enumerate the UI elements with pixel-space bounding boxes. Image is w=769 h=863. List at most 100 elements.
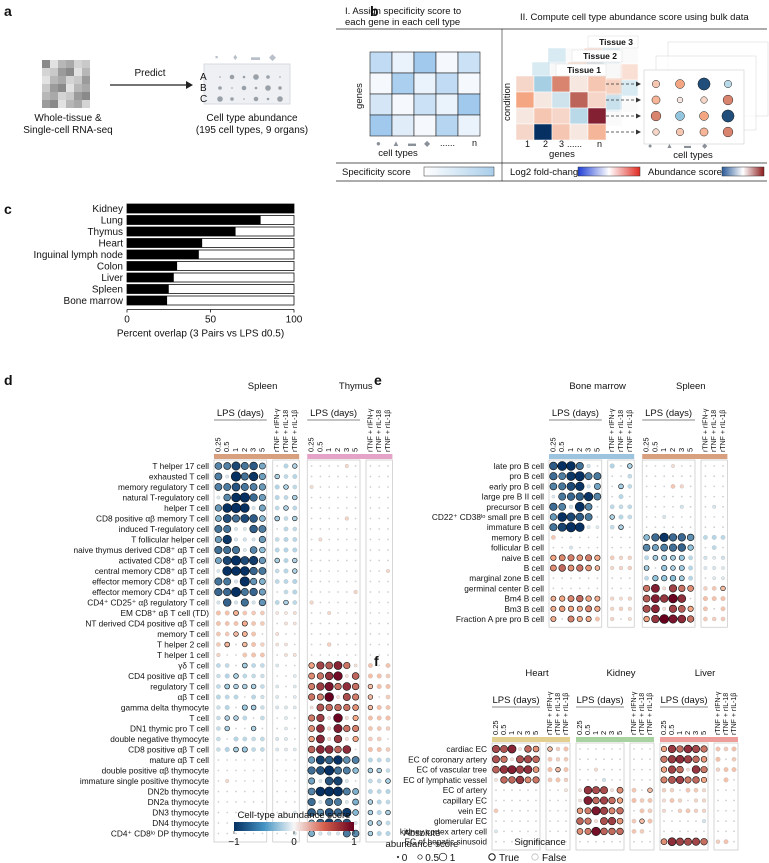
dot <box>274 579 280 584</box>
gene-tick: 3 <box>559 139 564 149</box>
dot <box>668 604 678 613</box>
dot <box>367 809 374 816</box>
dot <box>285 696 287 698</box>
dot <box>345 674 349 678</box>
dot <box>662 808 666 813</box>
mosaic-cell <box>82 76 90 84</box>
dot <box>250 725 257 732</box>
treatment-tick: rTNF + rIL-1β <box>647 693 654 735</box>
dot <box>242 548 247 552</box>
dot <box>689 505 692 508</box>
dot <box>240 503 250 513</box>
dot <box>214 525 223 533</box>
dot <box>324 745 334 754</box>
dot <box>587 577 590 580</box>
dot <box>607 817 617 826</box>
dot <box>494 778 498 782</box>
dot <box>649 768 651 771</box>
dot <box>328 570 331 572</box>
dot <box>216 663 221 668</box>
dot <box>593 482 601 490</box>
dot <box>333 786 343 797</box>
abundance-dot <box>675 111 685 121</box>
dot <box>276 801 279 803</box>
dot <box>641 768 643 771</box>
dot <box>642 594 651 603</box>
dot <box>717 809 719 812</box>
dot <box>345 654 348 656</box>
dot <box>511 799 513 802</box>
dot <box>235 780 237 782</box>
dot <box>261 790 264 793</box>
dot <box>292 600 298 605</box>
dot <box>316 682 325 691</box>
dot <box>576 615 583 623</box>
dot <box>260 684 265 689</box>
dot <box>387 517 389 520</box>
dot <box>675 775 685 784</box>
size-legend-dot <box>438 852 448 862</box>
dot <box>369 601 372 604</box>
dot <box>611 748 613 750</box>
row-label: immature single positive thymocyte <box>80 776 209 786</box>
dot <box>689 475 692 478</box>
dot <box>369 622 372 625</box>
day-tick: 0.25 <box>548 437 557 452</box>
spec-cell <box>435 51 459 74</box>
dot <box>691 765 701 774</box>
dot <box>387 622 389 625</box>
fc-cell <box>603 93 623 111</box>
dot <box>293 717 296 719</box>
dot <box>376 820 382 826</box>
dot <box>593 472 602 481</box>
dot <box>241 704 248 711</box>
row-label: B cell <box>524 563 544 573</box>
dot <box>342 807 352 818</box>
treatment-tick: rTNF + rIL-18 <box>376 410 383 452</box>
dot <box>226 822 229 824</box>
dot <box>654 485 657 488</box>
dot <box>284 611 288 615</box>
panel-c-label: c <box>4 201 12 217</box>
panel-label: e <box>374 372 382 388</box>
dot <box>285 811 287 814</box>
dot <box>292 568 298 574</box>
abundance-dot <box>721 109 735 123</box>
dot <box>283 558 289 563</box>
dot <box>378 570 381 572</box>
dot <box>561 587 564 590</box>
cell-type-icon: ▲ <box>666 143 673 150</box>
dot <box>251 610 256 616</box>
dot <box>376 767 382 774</box>
dot <box>700 776 708 783</box>
organ-bar <box>642 454 728 459</box>
dot <box>260 694 265 700</box>
abundance-dot <box>697 77 711 91</box>
dot <box>688 575 694 581</box>
dot <box>703 566 708 570</box>
dot <box>235 664 237 667</box>
dot <box>608 807 616 815</box>
day-tick: 1 <box>591 731 600 735</box>
dot <box>619 768 621 771</box>
dot <box>661 788 667 793</box>
dot <box>715 767 721 772</box>
dot <box>722 526 724 529</box>
dot <box>511 830 513 833</box>
dot <box>680 516 683 518</box>
dot <box>717 779 719 781</box>
dot <box>378 496 381 499</box>
mosaic-cell <box>42 100 50 108</box>
dot <box>285 801 287 803</box>
dot <box>345 633 348 635</box>
dot <box>276 528 279 530</box>
group-title: Spleen <box>676 381 706 392</box>
dot <box>680 465 683 467</box>
dot <box>579 768 581 771</box>
dot <box>594 767 598 772</box>
input-caption-2: Single-cell RNA-seq <box>23 125 112 136</box>
dot <box>354 748 357 751</box>
row-label: early pro B cell <box>489 481 544 491</box>
dot <box>251 747 256 752</box>
legend-log2fc: Log2 fold-change <box>510 167 583 178</box>
